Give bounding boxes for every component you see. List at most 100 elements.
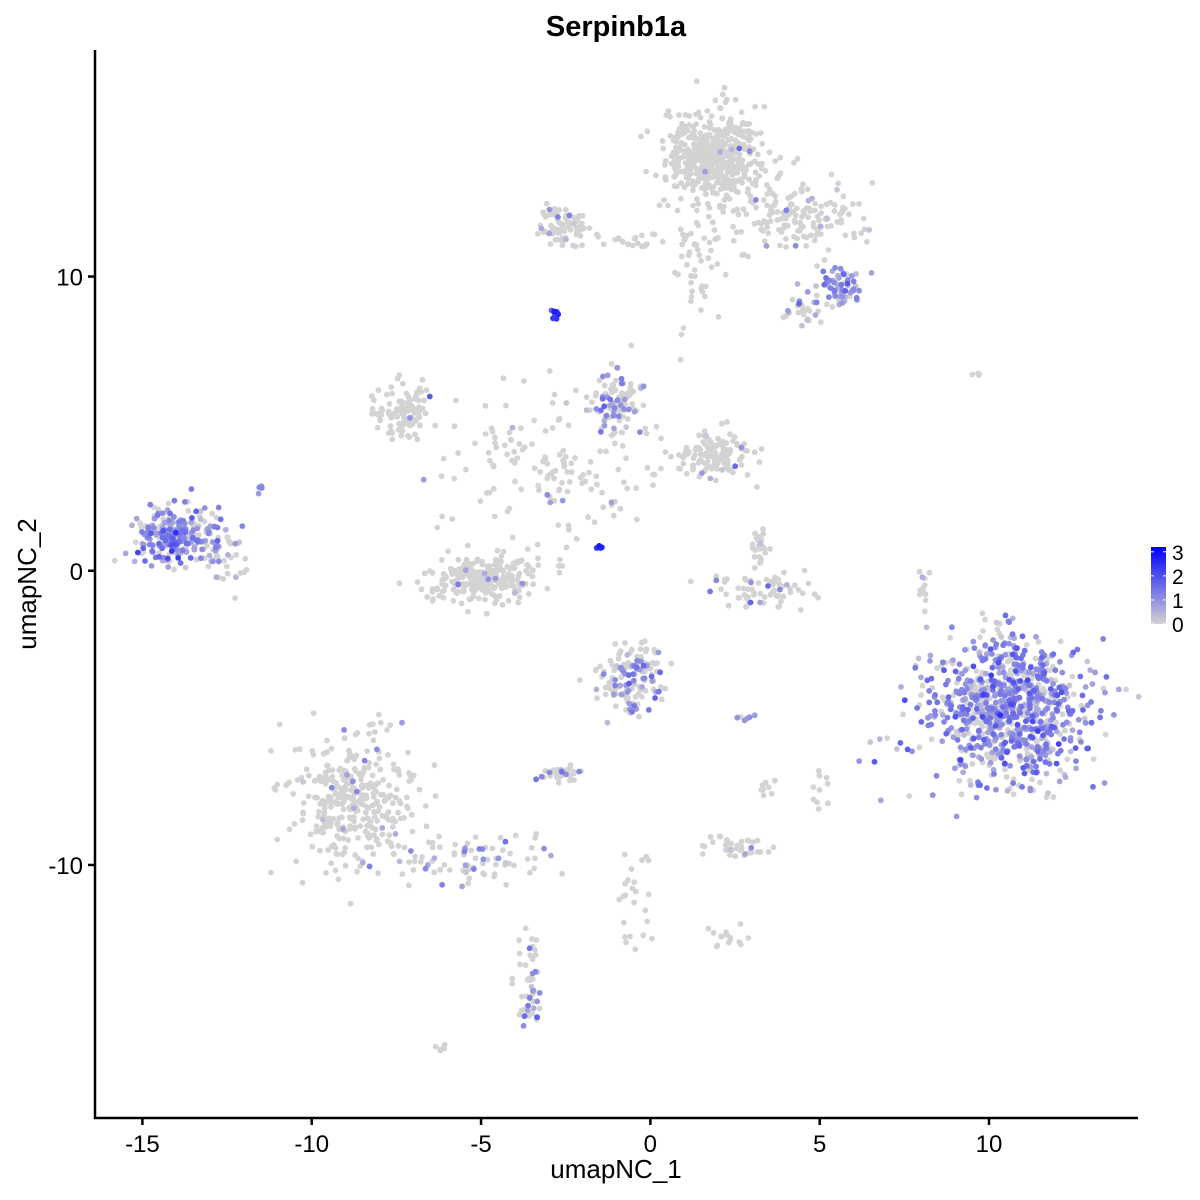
cell-point [456, 566, 462, 573]
cell-point [499, 601, 506, 608]
cell-point [624, 485, 631, 492]
cell-point [177, 560, 184, 566]
cell-point [325, 847, 331, 853]
cell-point [381, 798, 388, 804]
cell-point [1019, 633, 1026, 640]
cell-point [395, 426, 402, 433]
cell-point [416, 413, 422, 420]
cell-point [1014, 726, 1021, 732]
cell-point [615, 655, 622, 662]
cell-point [1032, 655, 1039, 662]
cell-point [714, 261, 721, 267]
cell-point [351, 805, 357, 811]
cell-point [806, 205, 813, 212]
cell-point [441, 862, 448, 868]
cell-point [359, 782, 366, 788]
cell-point [711, 189, 718, 196]
cell-point [653, 423, 660, 430]
cell-point [817, 231, 824, 238]
cell-point [715, 435, 721, 442]
cell-point [518, 993, 525, 1000]
cell-point [1006, 676, 1013, 683]
cell-point [805, 214, 812, 221]
cell-point [551, 309, 558, 315]
cell-point [963, 726, 970, 732]
cell-point [432, 1043, 439, 1050]
cell-point [724, 180, 731, 187]
cell-point [615, 466, 622, 473]
cell-point [688, 161, 694, 168]
cell-point [405, 882, 412, 889]
cell-point [712, 236, 719, 243]
cell-point [1004, 787, 1011, 794]
cell-point [463, 582, 470, 588]
cell-point [1002, 766, 1008, 773]
cell-point [738, 444, 745, 451]
cell-point [722, 99, 729, 106]
cell-point [1021, 724, 1028, 731]
cell-point [432, 793, 439, 799]
cell-point [160, 527, 167, 534]
cell-point [183, 540, 190, 547]
cell-point [957, 744, 964, 751]
cell-point [334, 783, 341, 790]
cell-point [1041, 670, 1048, 677]
cell-point [519, 580, 526, 587]
cell-point [1017, 709, 1023, 716]
cell-point [423, 387, 430, 393]
cell-point [719, 91, 726, 98]
cell-point [955, 732, 962, 739]
cell-point [947, 634, 954, 641]
cell-point [694, 246, 701, 253]
cell-point [1037, 719, 1044, 726]
cell-point [399, 380, 406, 387]
cell-point [350, 784, 357, 791]
cell-point [370, 721, 376, 728]
cell-point [991, 771, 997, 777]
cell-point [618, 375, 625, 382]
cell-point [736, 939, 743, 945]
cell-point [849, 201, 856, 208]
cell-point [633, 664, 640, 671]
cell-point [500, 568, 507, 574]
cell-point [505, 597, 512, 604]
cell-point [559, 221, 566, 228]
cell-point [746, 176, 752, 183]
cell-point [155, 506, 162, 513]
cell-point [962, 746, 969, 753]
cell-point [366, 760, 373, 766]
cell-point [503, 576, 510, 582]
cell-point [850, 278, 857, 285]
cell-point [624, 689, 631, 695]
cell-point [291, 821, 298, 827]
cell-point [649, 935, 655, 942]
cell-point [997, 691, 1004, 698]
cell-point [197, 516, 204, 523]
cell-point [1033, 633, 1039, 640]
cell-point [621, 396, 628, 403]
cell-point [431, 869, 438, 876]
cell-point [407, 421, 413, 427]
cell-point [724, 451, 731, 458]
cell-point [193, 508, 200, 515]
cell-point [752, 169, 759, 176]
cell-point [588, 486, 595, 493]
cell-point [1007, 762, 1013, 769]
cell-point [496, 593, 503, 599]
cell-point [534, 230, 541, 237]
cell-point [502, 442, 508, 449]
cell-point [140, 545, 147, 552]
cell-point [341, 849, 348, 856]
cell-point [194, 537, 200, 544]
cell-point [374, 798, 381, 805]
cell-point [171, 541, 177, 547]
cell-point [600, 241, 607, 248]
cell-point [682, 170, 688, 176]
cell-point [638, 133, 644, 140]
cell-point [603, 413, 609, 419]
cell-point [960, 696, 967, 703]
y-tick-label: -10 [48, 853, 83, 880]
cell-point [193, 556, 200, 563]
cell-point [640, 383, 647, 390]
cell-point [470, 866, 477, 872]
